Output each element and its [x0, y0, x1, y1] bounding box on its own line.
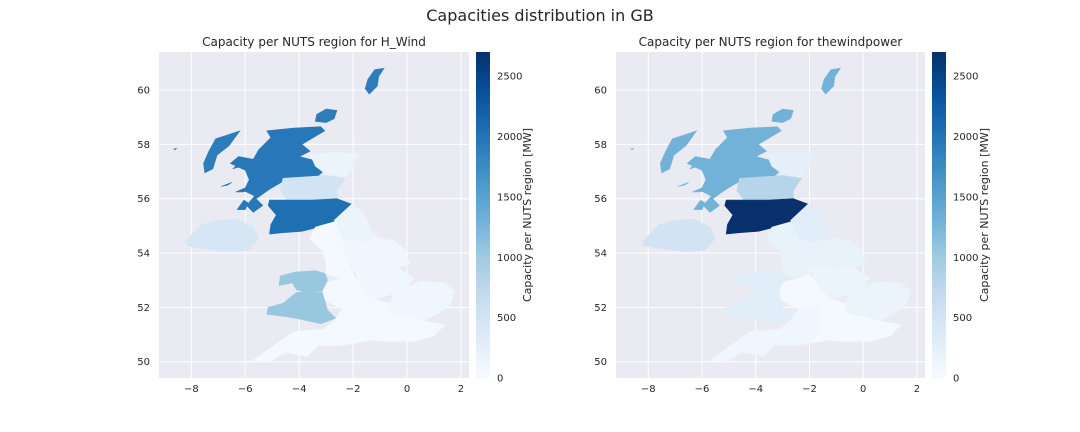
y-tick-label: 50	[137, 357, 150, 368]
colorbar-tick-label: 1000	[953, 253, 978, 264]
y-tick-label: 56	[594, 194, 607, 205]
region-highlands-islands-islet	[220, 182, 232, 187]
colorbar-label: Capacity per NUTS region [MW]	[521, 128, 534, 302]
y-tick-label: 60	[137, 86, 150, 97]
region-highlands-islands-islet	[693, 199, 706, 210]
region-north-wales	[278, 270, 328, 293]
x-tick-label: 0	[860, 384, 866, 395]
colorbar-tick-label: 0	[953, 374, 959, 385]
x-tick-label: −4	[748, 384, 763, 395]
y-tick-label: 52	[137, 303, 150, 314]
colorbar-tick-label: 1000	[497, 253, 522, 264]
region-north-eastern-scotland	[766, 152, 816, 178]
x-tick-label: −6	[238, 384, 253, 395]
y-tick-label: 58	[594, 140, 607, 151]
colorbar-tick-label: 1500	[953, 192, 978, 203]
region-west-midlands	[321, 274, 376, 310]
region-northern-ireland	[185, 218, 260, 253]
colorbar	[932, 52, 946, 378]
y-tick-label: 54	[594, 249, 607, 260]
y-tick-label: 52	[594, 303, 607, 314]
colorbar-tick-label: 0	[497, 374, 503, 385]
region-outer-hebrides	[659, 130, 698, 174]
region-south-wales	[266, 292, 337, 325]
map-panel-h-wind: −8 −6 −4 −2 0 2 50 52 54 56 58 60 Capacity per NUTS …	[137, 35, 534, 395]
colorbar-label: Capacity per NUTS region [MW]	[978, 128, 991, 302]
x-tick-label: −2	[346, 384, 361, 395]
region-northern-ireland	[642, 218, 716, 253]
x-tick-label: −2	[802, 384, 817, 395]
figure-title: Capacities distribution in GB	[426, 6, 653, 25]
region-outer-hebrides-islet	[630, 147, 635, 151]
x-tick-label: 2	[458, 384, 464, 395]
colorbar	[476, 52, 490, 378]
map-panel-thewindpower: −8 −6 −4 −2 0 2 50 52 54 56 58 60 Capacity per NUTS …	[594, 35, 991, 395]
colorbar-tick-label: 2000	[953, 132, 978, 143]
x-tick-label: 0	[404, 384, 410, 395]
region-south-east-england	[813, 298, 902, 344]
region-highlands-islands-islet	[232, 161, 244, 170]
region-west-midlands	[778, 274, 832, 310]
region-highlands-islands	[686, 126, 784, 213]
region-highlands-islands-islet	[236, 199, 249, 210]
colorbar-tick-label: 500	[497, 313, 516, 324]
region-north-eastern-scotland	[309, 152, 359, 178]
region-shetland	[364, 67, 385, 95]
region-south-wales	[723, 292, 793, 325]
region-orkney	[771, 108, 794, 123]
y-tick-label: 54	[137, 249, 150, 260]
region-yorkshire-humber	[341, 237, 411, 270]
y-tick-label: 58	[137, 140, 150, 151]
region-highlands-islands-islet	[235, 184, 256, 193]
region-highlands-islands-islet	[677, 182, 689, 187]
y-tick-label: 60	[594, 86, 607, 97]
panel-title: Capacity per NUTS region for thewindpowe…	[639, 35, 903, 49]
region-south-west-england	[252, 305, 365, 363]
region-yorkshire-humber	[798, 237, 867, 270]
region-orkney	[314, 108, 338, 123]
region-outer-hebrides	[203, 130, 241, 174]
x-tick-label: −6	[695, 384, 710, 395]
region-highlands-islands-islet	[692, 184, 712, 193]
region-highlands-islands-islet	[688, 161, 700, 170]
region-outer-hebrides-islet	[172, 147, 178, 151]
region-south-east-england	[356, 298, 446, 344]
y-tick-label: 50	[594, 357, 607, 368]
x-tick-label: 2	[914, 384, 920, 395]
panel-title: Capacity per NUTS region for H_Wind	[202, 35, 426, 49]
x-tick-label: −8	[184, 384, 199, 395]
colorbar-tick-label: 2500	[953, 72, 978, 83]
colorbar-tick-label: 2000	[497, 132, 522, 143]
region-south-west-england	[709, 305, 821, 363]
region-shetland	[821, 67, 842, 95]
colorbar-tick-label: 1500	[497, 192, 522, 203]
x-tick-label: −8	[641, 384, 656, 395]
colorbar-tick-label: 2500	[497, 72, 522, 83]
region-highlands-islands	[229, 126, 327, 213]
colorbar-tick-label: 500	[953, 313, 972, 324]
x-tick-label: −4	[292, 384, 307, 395]
region-north-wales	[735, 270, 785, 293]
y-tick-label: 56	[137, 194, 150, 205]
